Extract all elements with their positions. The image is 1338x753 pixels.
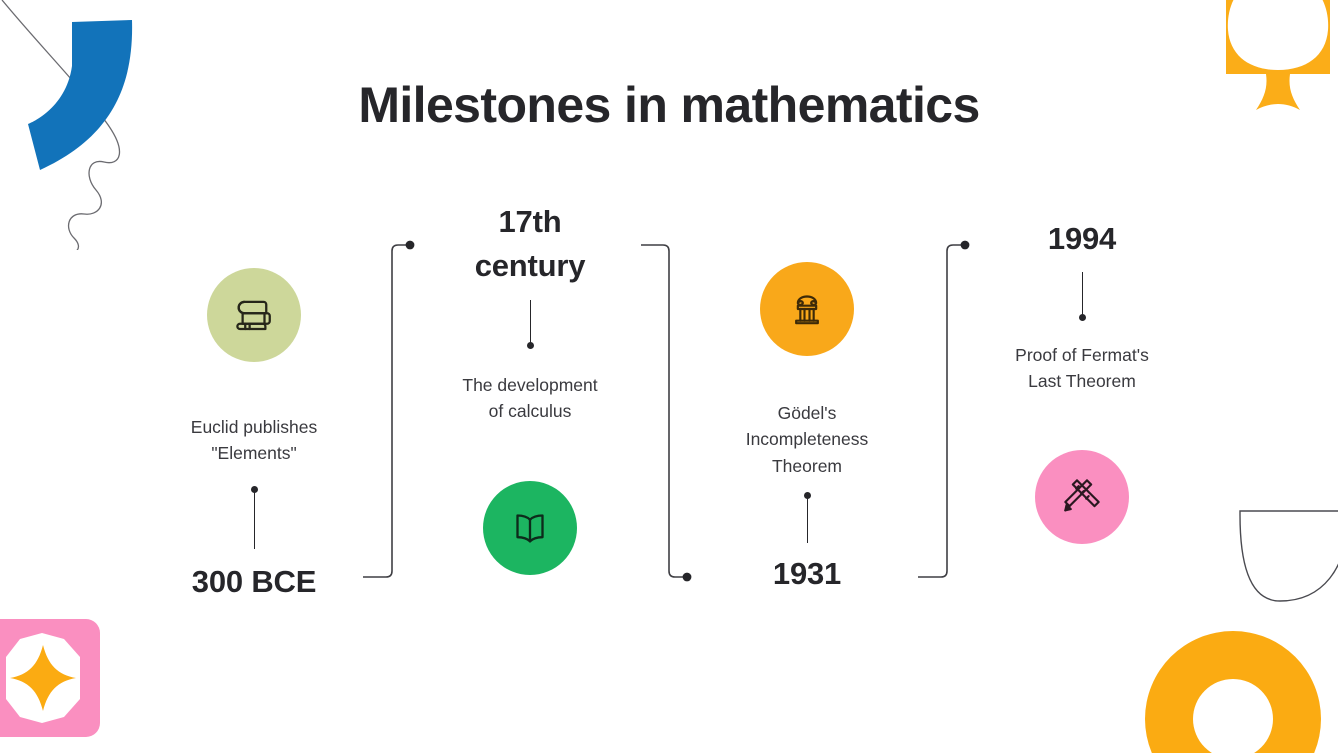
- milestone-description-1: Euclid publishes "Elements": [190, 417, 318, 464]
- open-book-icon: [516, 513, 544, 543]
- slide-title: Milestones in mathematics: [358, 77, 980, 133]
- stem-dot: [526, 342, 534, 350]
- milestone-description-3: Gödel's Incompleteness Theorem: [745, 403, 869, 476]
- ruler-pencil-icon: [1064, 478, 1100, 512]
- milestone-300-bce[interactable]: Euclid publishes "Elements" 300 BCE: [139, 268, 369, 599]
- milestone-stem-4: [1078, 272, 1086, 322]
- stem-bar: [1081, 272, 1083, 321]
- stem-bar: [806, 492, 808, 543]
- stem-bar: [529, 300, 531, 349]
- milestone-icon-circle-3: [760, 262, 854, 356]
- milestone-year-3: 1931: [772, 555, 842, 591]
- milestone-year-2: 17th century: [474, 204, 586, 284]
- milestone-year-4: 1994: [1047, 221, 1117, 256]
- stem-dot: [250, 485, 258, 493]
- milestone-icon-circle-1: [207, 268, 301, 362]
- milestone-icon-circle-2: [483, 480, 577, 575]
- milestone-stem-1: [250, 485, 258, 549]
- milestone-description-4: Proof of Fermat's Last Theorem: [1015, 345, 1149, 392]
- stem-dot: [1078, 314, 1086, 322]
- stem-dot: [803, 491, 811, 499]
- milestone-1931[interactable]: Gödel's Incompleteness Theorem 1931: [692, 262, 922, 591]
- milestone-stem-3: [803, 491, 811, 543]
- milestone-description-2: The development of calculus: [462, 375, 598, 422]
- milestone-1994[interactable]: 1994 Proof of Fermat's Last Theorem: [967, 221, 1197, 544]
- milestone-17th-century[interactable]: 17th century The development of calculus: [415, 200, 645, 575]
- milestone-year-1: 300 BCE: [191, 563, 317, 599]
- stem-bar: [253, 486, 255, 549]
- milestone-stem-2: [526, 300, 534, 350]
- ionic-column-icon: [795, 295, 819, 325]
- milestone-icon-circle-4: [1035, 449, 1129, 544]
- stacked-books-icon: [236, 300, 271, 331]
